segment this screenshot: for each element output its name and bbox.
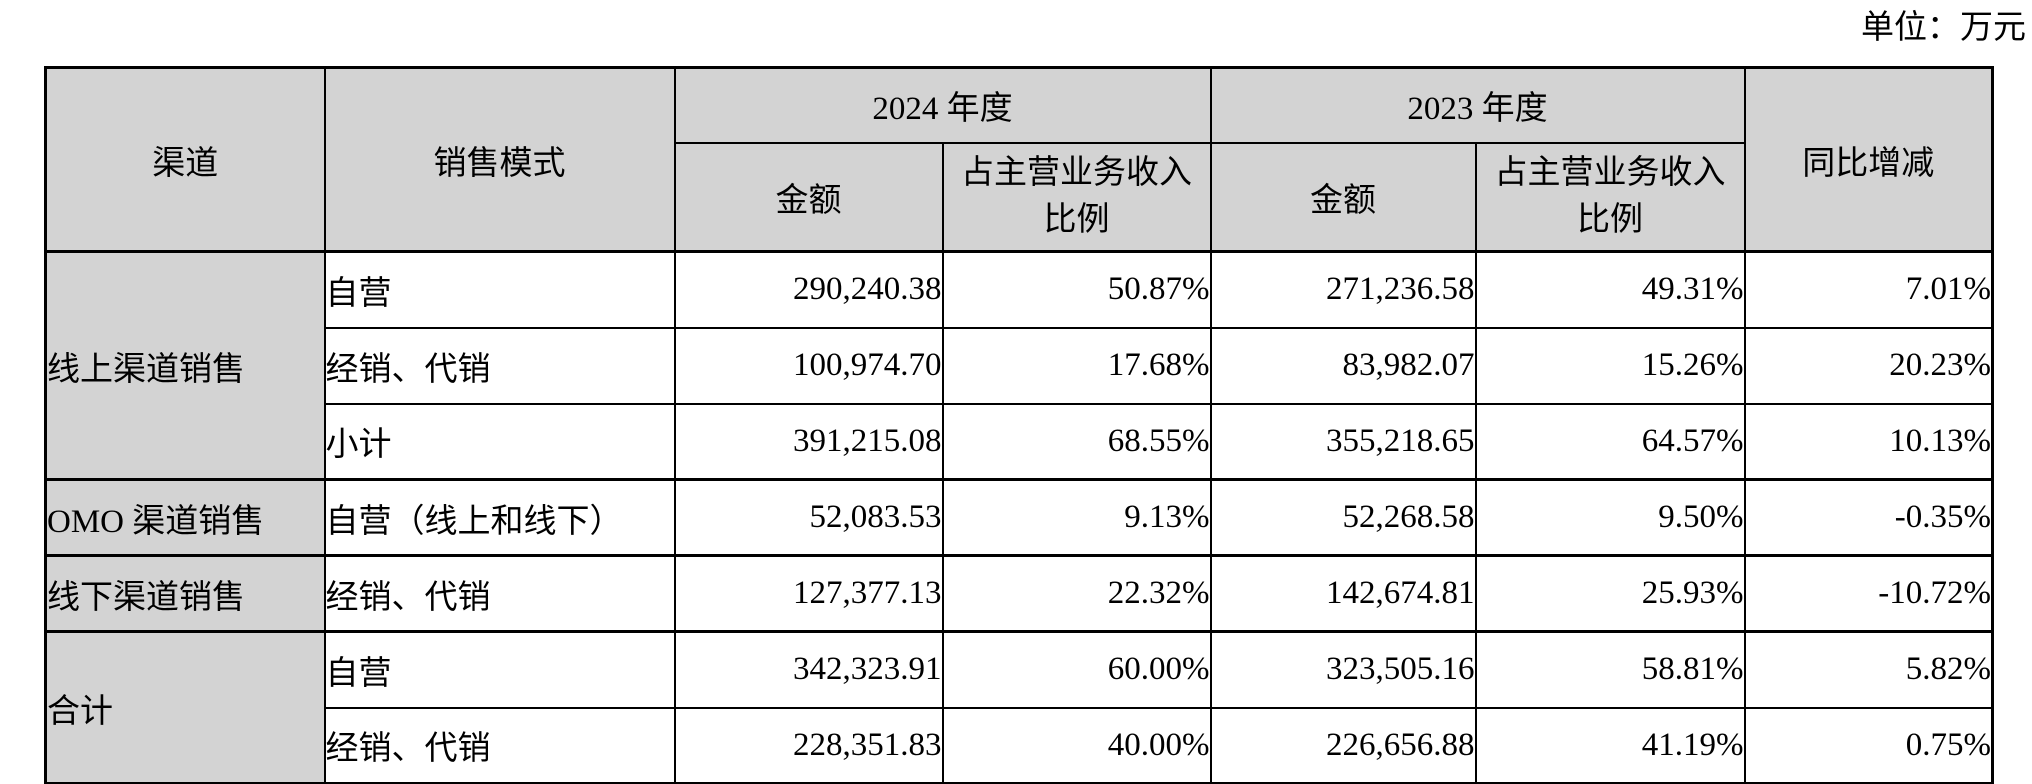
amount-2024-cell: 52,083.53 (673, 478, 944, 557)
table-body: 线上渠道销售 自营 290,240.38 50.87% 271,236.58 4… (44, 250, 1994, 784)
yoy-cell: 20.23% (1743, 326, 1994, 405)
ratio-2023-cell: 58.81% (1474, 630, 1746, 709)
amount-2023-cell: 142,674.81 (1209, 554, 1477, 633)
table-row-offline: 线下渠道销售 经销、代销 127,377.13 22.32% 142,674.8… (44, 554, 1994, 633)
amount-2024-cell: 100,974.70 (673, 326, 944, 405)
amount-2023-cell: 52,268.58 (1209, 478, 1477, 557)
ratio-2023-cell: 64.57% (1474, 402, 1746, 481)
header-row-2: 金额 占主营业务收入 比例 金额 占主营业务收入 比例 (46, 141, 1993, 253)
amount-2024-cell: 127,377.13 (673, 554, 944, 633)
header-channel: 渠道 (44, 66, 326, 253)
ratio-2023-cell: 9.50% (1474, 478, 1746, 557)
sales-by-channel-table: 渠道 销售模式 2024 年度 2023 年度 同比增减 金额 占主营业务收入 … (44, 66, 1994, 784)
header-ratio-2024-line1: 占主营业务收入 (961, 154, 1192, 191)
table-row-total-distribution: 经销、代销 228,351.83 40.00% 226,656.88 41.19… (46, 706, 1994, 784)
amount-2023-cell: 83,982.07 (1209, 326, 1477, 405)
table-row-online-self: 线上渠道销售 自营 290,240.38 50.87% 271,236.58 4… (44, 250, 1994, 481)
table-header: 渠道 销售模式 2024 年度 2023 年度 同比增减 金额 占主营业务收入 … (44, 66, 1994, 253)
mode-cell: 自营 (323, 250, 676, 329)
table-row-omo: OMO 渠道销售 自营（线上和线下） 52,083.53 9.13% 52,26… (44, 478, 1994, 557)
amount-2023-cell: 323,505.16 (1209, 630, 1477, 709)
amount-2024-cell: 391,215.08 (673, 402, 944, 481)
mode-cell: 自营 (323, 630, 676, 709)
header-sales-mode: 销售模式 (323, 66, 676, 253)
yoy-cell: 0.75% (1743, 706, 1994, 784)
ratio-2024-cell: 17.68% (941, 326, 1212, 405)
header-ratio-2023-line1: 占主营业务收入 (1494, 154, 1726, 191)
yoy-cell: -10.72% (1743, 554, 1994, 633)
ratio-2024-cell: 9.13% (941, 478, 1212, 557)
amount-2024-cell: 290,240.38 (673, 250, 944, 329)
amount-2024-cell: 342,323.91 (673, 630, 944, 709)
table-row-total-self: 合计 自营 342,323.91 60.00% 323,505.16 58.81… (44, 630, 1994, 784)
amount-2023-cell: 355,218.65 (1209, 402, 1477, 481)
header-ratio-2023: 占主营业务收入 比例 (1474, 141, 1746, 253)
header-yoy: 同比增减 (1743, 66, 1994, 253)
header-ratio-2023-line2: 比例 (1577, 201, 1643, 238)
header-amount-2023: 金额 (1209, 141, 1477, 253)
table-row-online-subtotal: 小计 391,215.08 68.55% 355,218.65 64.57% 1… (46, 402, 1994, 481)
amount-2023-cell: 226,656.88 (1209, 706, 1477, 784)
unit-label: 单位：万元 (1861, 10, 2026, 46)
mode-cell: 小计 (323, 402, 676, 481)
channel-online-cell: 线上渠道销售 (44, 250, 326, 481)
ratio-2023-cell: 15.26% (1474, 326, 1746, 405)
ratio-2024-cell: 68.55% (941, 402, 1212, 481)
ratio-2023-cell: 41.19% (1474, 706, 1746, 784)
mode-cell: 经销、代销 (323, 706, 676, 784)
yoy-cell: 7.01% (1743, 250, 1994, 329)
mode-cell: 经销、代销 (323, 554, 676, 633)
yoy-cell: 10.13% (1743, 402, 1994, 481)
table-row-online-distribution: 经销、代销 100,974.70 17.68% 83,982.07 15.26%… (46, 326, 1994, 405)
ratio-2024-cell: 50.87% (941, 250, 1212, 329)
header-row-1: 渠道 销售模式 2024 年度 2023 年度 同比增减 (44, 66, 1994, 253)
ratio-2023-cell: 25.93% (1474, 554, 1746, 633)
channel-offline-cell: 线下渠道销售 (44, 554, 326, 633)
ratio-2024-cell: 60.00% (941, 630, 1212, 709)
channel-omo-cell: OMO 渠道销售 (44, 478, 326, 557)
channel-total-cell: 合计 (44, 630, 326, 784)
header-ratio-2024-line2: 比例 (1043, 201, 1110, 238)
ratio-2023-cell: 49.31% (1474, 250, 1746, 329)
mode-cell: 自营（线上和线下） (323, 478, 676, 557)
ratio-2024-cell: 22.32% (941, 554, 1212, 633)
header-year-2024: 2024 年度 (673, 66, 1212, 144)
ratio-2024-cell: 40.00% (941, 706, 1212, 784)
header-year-2023: 2023 年度 (1209, 66, 1746, 144)
yoy-cell: -0.35% (1743, 478, 1994, 557)
amount-2023-cell: 271,236.58 (1209, 250, 1477, 329)
mode-cell: 经销、代销 (323, 326, 676, 405)
yoy-cell: 5.82% (1743, 630, 1994, 709)
header-amount-2024: 金额 (673, 141, 944, 253)
header-ratio-2024: 占主营业务收入 比例 (941, 141, 1212, 253)
amount-2024-cell: 228,351.83 (673, 706, 944, 784)
